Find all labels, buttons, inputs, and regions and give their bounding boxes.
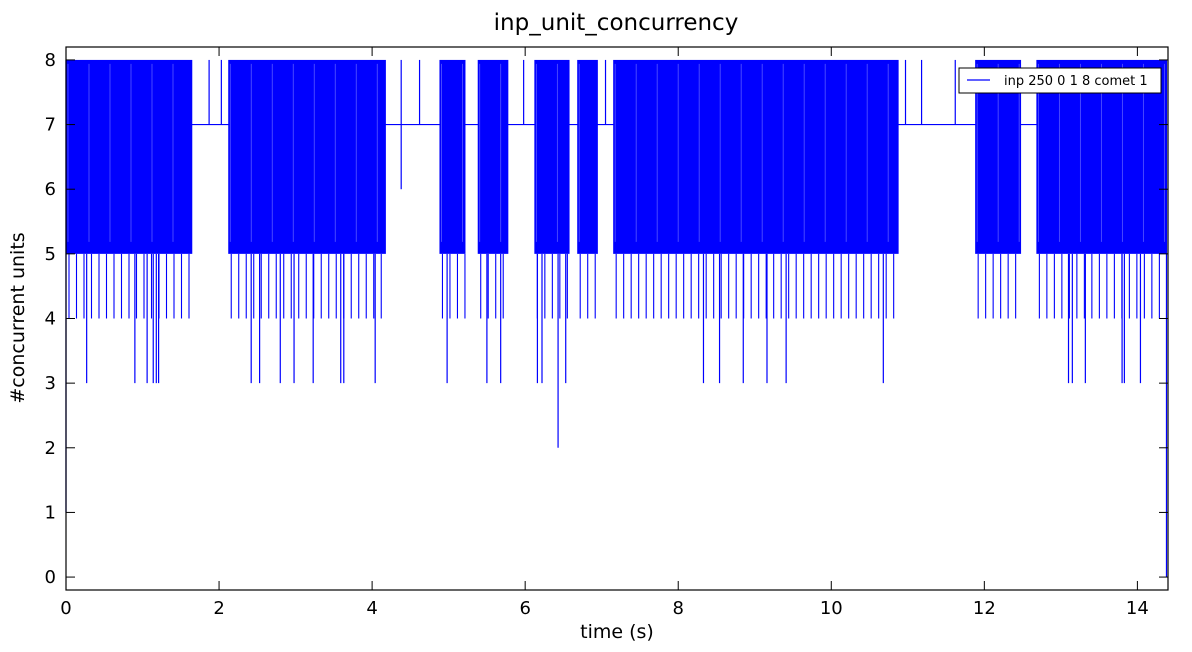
y-tick-label: 2 — [45, 438, 56, 459]
y-tick-label: 8 — [45, 50, 56, 71]
chart-title: inp_unit_concurrency — [494, 10, 739, 36]
x-axis: 0 2 4 6 8 10 12 14 — [60, 47, 1149, 619]
x-tick-label: 6 — [519, 598, 530, 619]
x-tick-label: 4 — [366, 598, 377, 619]
x-tick-label: 12 — [973, 598, 996, 619]
x-tick-label: 8 — [672, 598, 683, 619]
y-axis-label: #concurrent units — [7, 232, 29, 403]
series — [65, 59, 1168, 578]
series-dense-segment — [228, 59, 386, 254]
y-tick-label: 0 — [45, 567, 56, 588]
y-tick-label: 6 — [45, 179, 56, 200]
y-tick-label: 3 — [45, 373, 56, 394]
x-axis-label: time (s) — [580, 621, 654, 643]
x-tick-label: 0 — [60, 598, 71, 619]
x-tick-label: 10 — [820, 598, 843, 619]
y-tick-label: 5 — [45, 244, 56, 265]
series-dense-segment — [439, 59, 466, 254]
legend-entry: inp 250 0 1 8 comet 1 — [1004, 74, 1148, 89]
legend-box — [958, 67, 1162, 94]
y-tick-label: 4 — [45, 309, 56, 330]
x-tick-label: 2 — [213, 598, 224, 619]
y-tick-label: 1 — [45, 502, 56, 523]
series-dense-segment — [577, 59, 598, 254]
y-tick-label: 7 — [45, 115, 56, 136]
y-axis: 0 1 2 3 4 5 6 7 8 — [45, 50, 1168, 588]
series-lines — [65, 59, 1168, 578]
x-tick-label: 14 — [1126, 598, 1149, 619]
series-dense-segment — [613, 59, 899, 254]
series-dense-segment — [66, 59, 193, 254]
series-dense-segment — [477, 59, 509, 254]
series-dense-segment — [534, 59, 570, 254]
plot-area — [65, 46, 1169, 591]
legend: inp 250 0 1 8 comet 1 — [958, 67, 1162, 94]
